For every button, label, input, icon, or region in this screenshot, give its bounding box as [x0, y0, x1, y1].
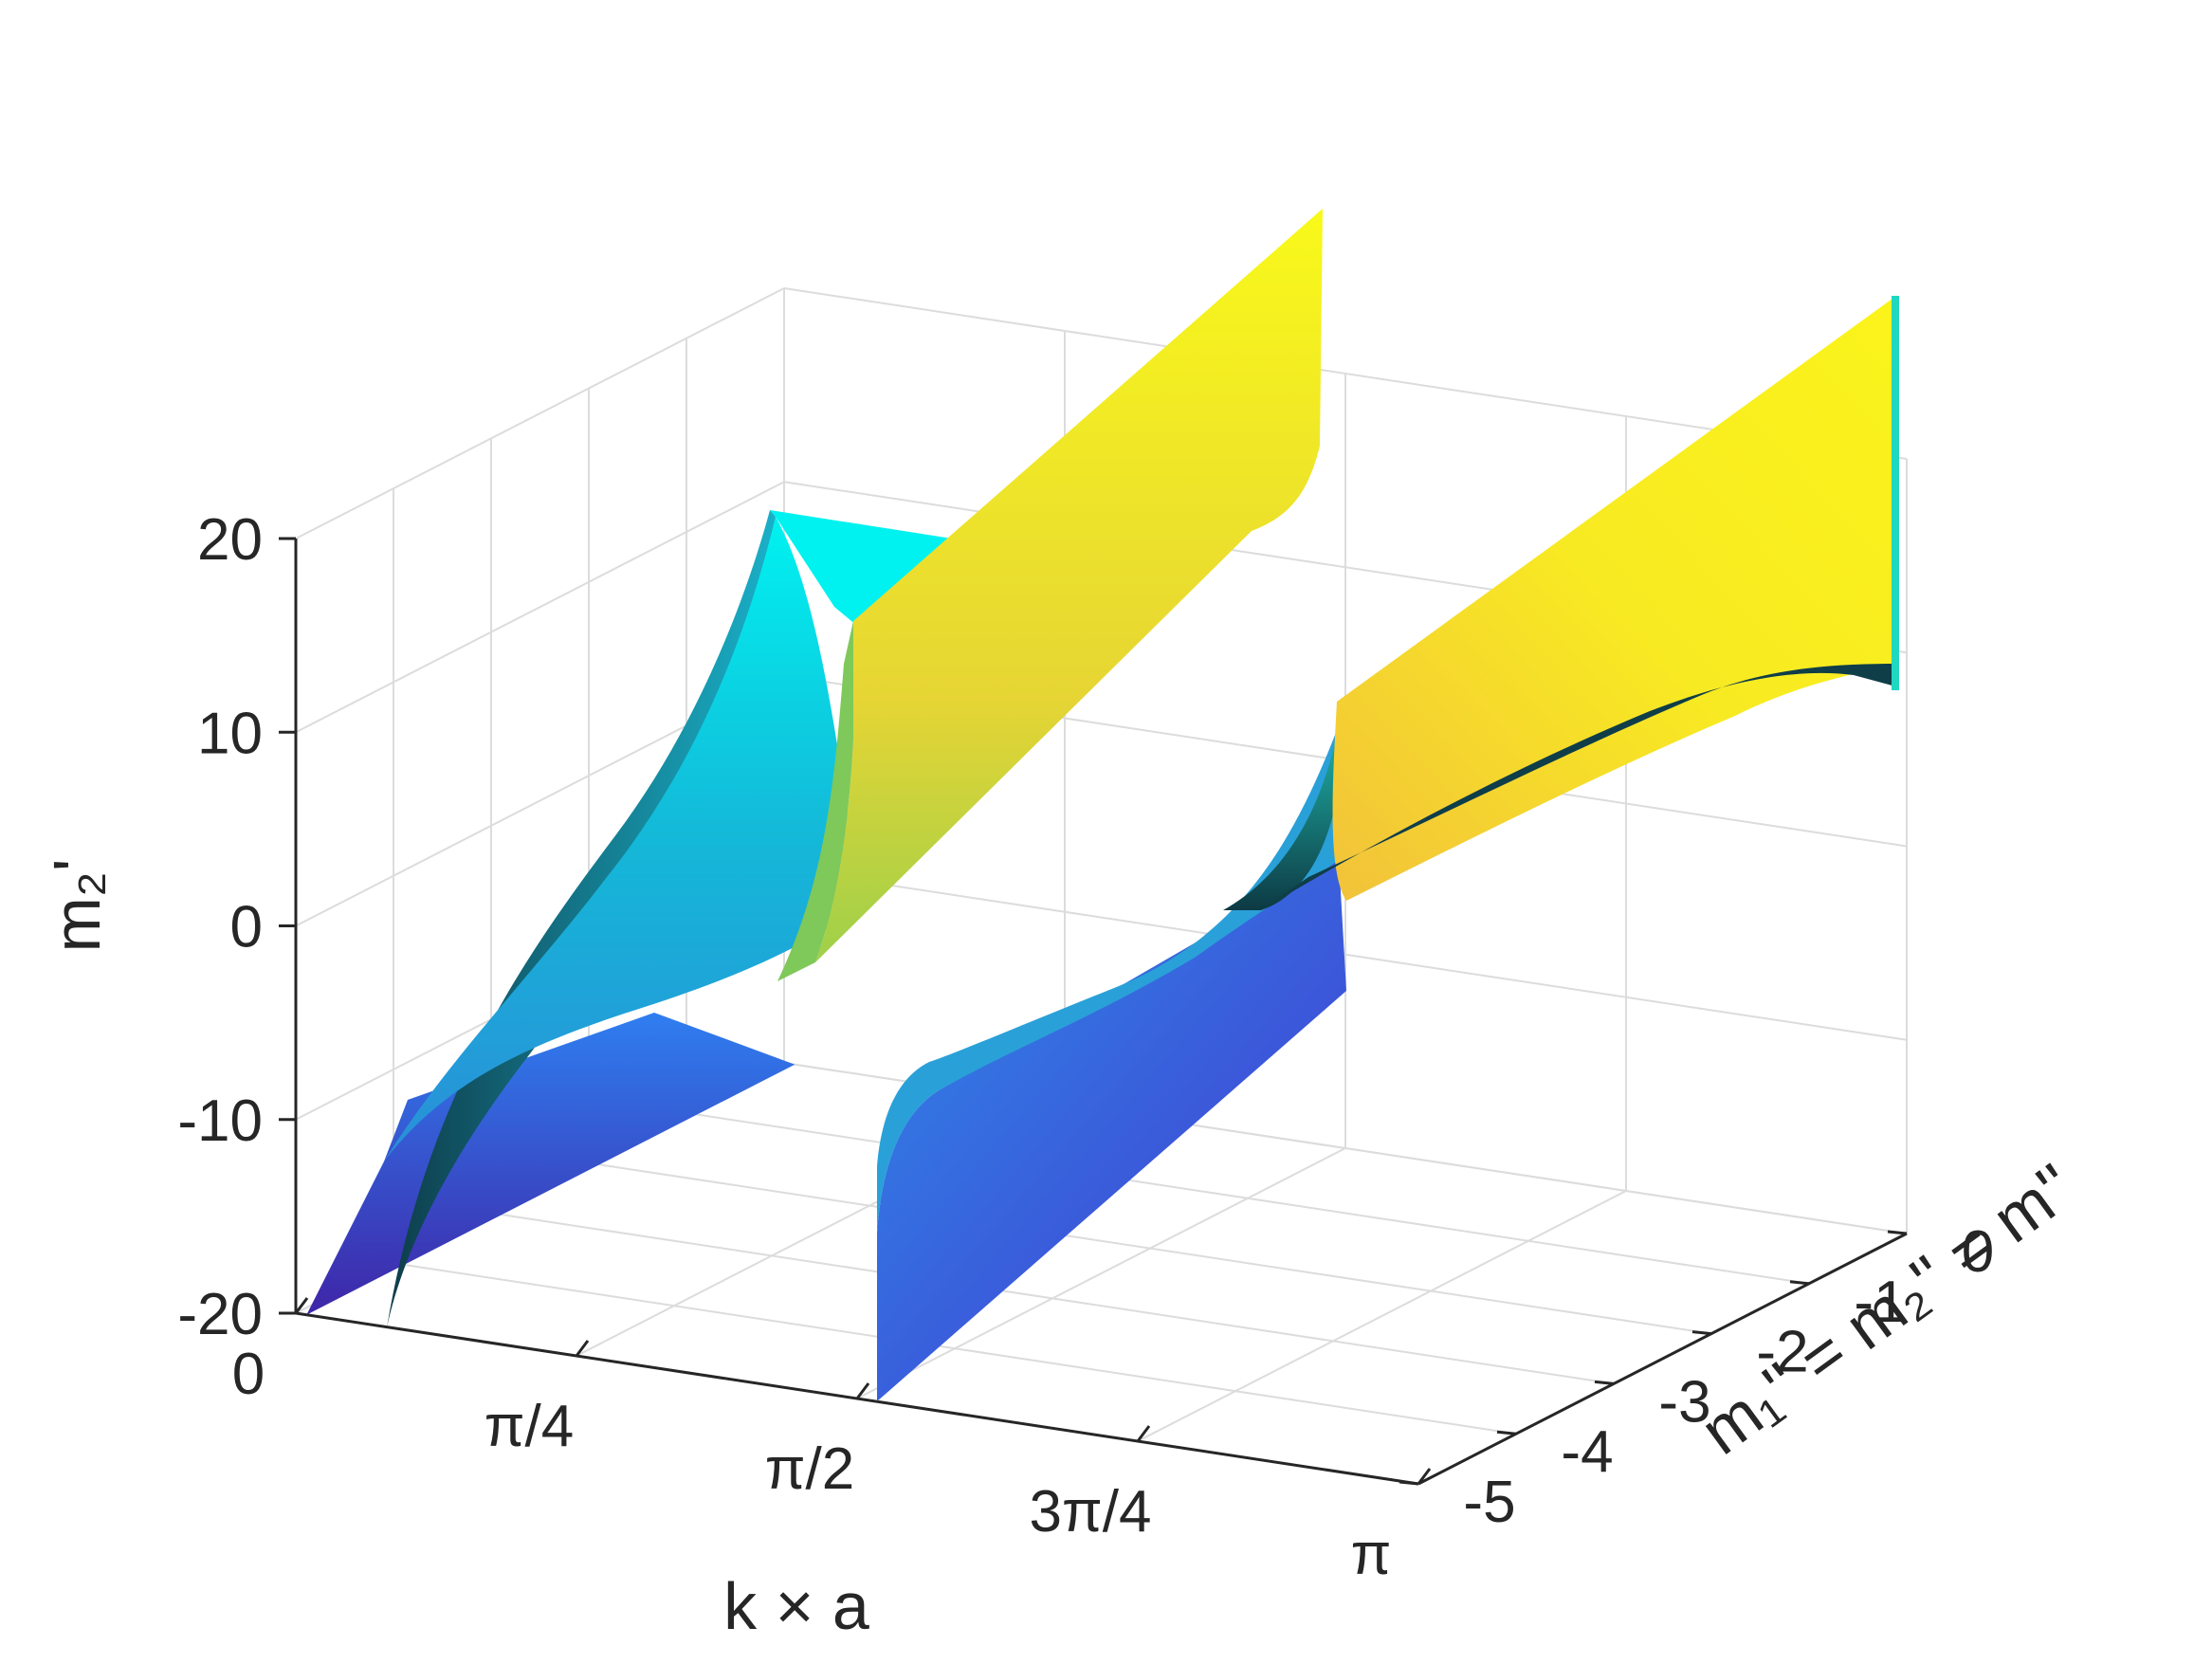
- surface-branch-1-green-edge: [777, 621, 853, 981]
- y-tick-label: -5: [1463, 1470, 1515, 1535]
- grid-line-side-z: [295, 287, 785, 539]
- grid-line-side-z: [295, 481, 785, 734]
- grid-line-back-z: [783, 868, 1908, 1041]
- grid-line-floor-y: [393, 1262, 1517, 1435]
- y-tick-mark: [1789, 1280, 1810, 1286]
- z-tick-label: 20: [197, 507, 263, 573]
- z-axis-label: m₂': [40, 859, 114, 953]
- x-tick-label: 3π/4: [1030, 1479, 1152, 1545]
- y-axis-line: [1417, 1232, 1908, 1486]
- y-tick-mark: [1496, 1430, 1517, 1435]
- surface-branch-2-end-edge: [1892, 296, 1899, 690]
- y-tick-label: -1: [1854, 1270, 1906, 1335]
- grid: [295, 287, 1908, 1485]
- x-axis-line: [295, 1311, 1419, 1486]
- surface-branch-2-blue-face: [877, 858, 1346, 1401]
- x-tick-mark: [1136, 1425, 1151, 1442]
- y-tick-label: 0: [1962, 1219, 1994, 1285]
- surface: [306, 209, 1899, 1401]
- x-tick-mark: [1417, 1468, 1432, 1485]
- grid-line-floor-x: [856, 1147, 1346, 1399]
- y-axis-label: m₁'' = m₂'' = m'': [1688, 1149, 2088, 1469]
- y-tick-mark: [1691, 1330, 1712, 1336]
- grid-line-floor-y: [490, 1212, 1615, 1385]
- y-tick-label: -4: [1561, 1419, 1613, 1485]
- y-tick-label: -3: [1658, 1369, 1710, 1435]
- z-tick-label: 0: [230, 895, 263, 960]
- x-axis-label: k × a: [723, 1569, 869, 1643]
- x-tick-label: π: [1351, 1522, 1392, 1587]
- x-tick-mark: [294, 1297, 309, 1314]
- x-tick-label: π/2: [765, 1436, 854, 1502]
- axes: [279, 537, 1908, 1486]
- surface-branch-2-dark-edge: [1223, 697, 1344, 910]
- grid-line-floor-x: [1137, 1190, 1627, 1442]
- x-tick-mark: [575, 1340, 590, 1357]
- z-tick-label: -10: [177, 1088, 263, 1154]
- grid-line-floor-y: [686, 1111, 1810, 1285]
- surface-branch-1-cyan-sheet: [384, 517, 853, 1161]
- surface-branch-1-yellow-sheet: [815, 209, 1323, 962]
- x-tick-label: π/4: [484, 1394, 574, 1459]
- x-tick-mark: [855, 1382, 870, 1399]
- grid-line-floor-y: [588, 1161, 1712, 1335]
- surface-branch-2-yellow-sheet: [1332, 296, 1899, 901]
- z-tick-label: -20: [177, 1282, 263, 1347]
- y-tick-label: -2: [1756, 1320, 1808, 1385]
- z-tick-label: 10: [197, 701, 263, 766]
- y-tick-mark: [1398, 1480, 1419, 1486]
- x-tick-label: 0: [232, 1342, 265, 1407]
- y-tick-mark: [1594, 1380, 1615, 1385]
- y-tick-mark: [1887, 1230, 1908, 1235]
- surface-branch-1-blue-face: [306, 1013, 795, 1315]
